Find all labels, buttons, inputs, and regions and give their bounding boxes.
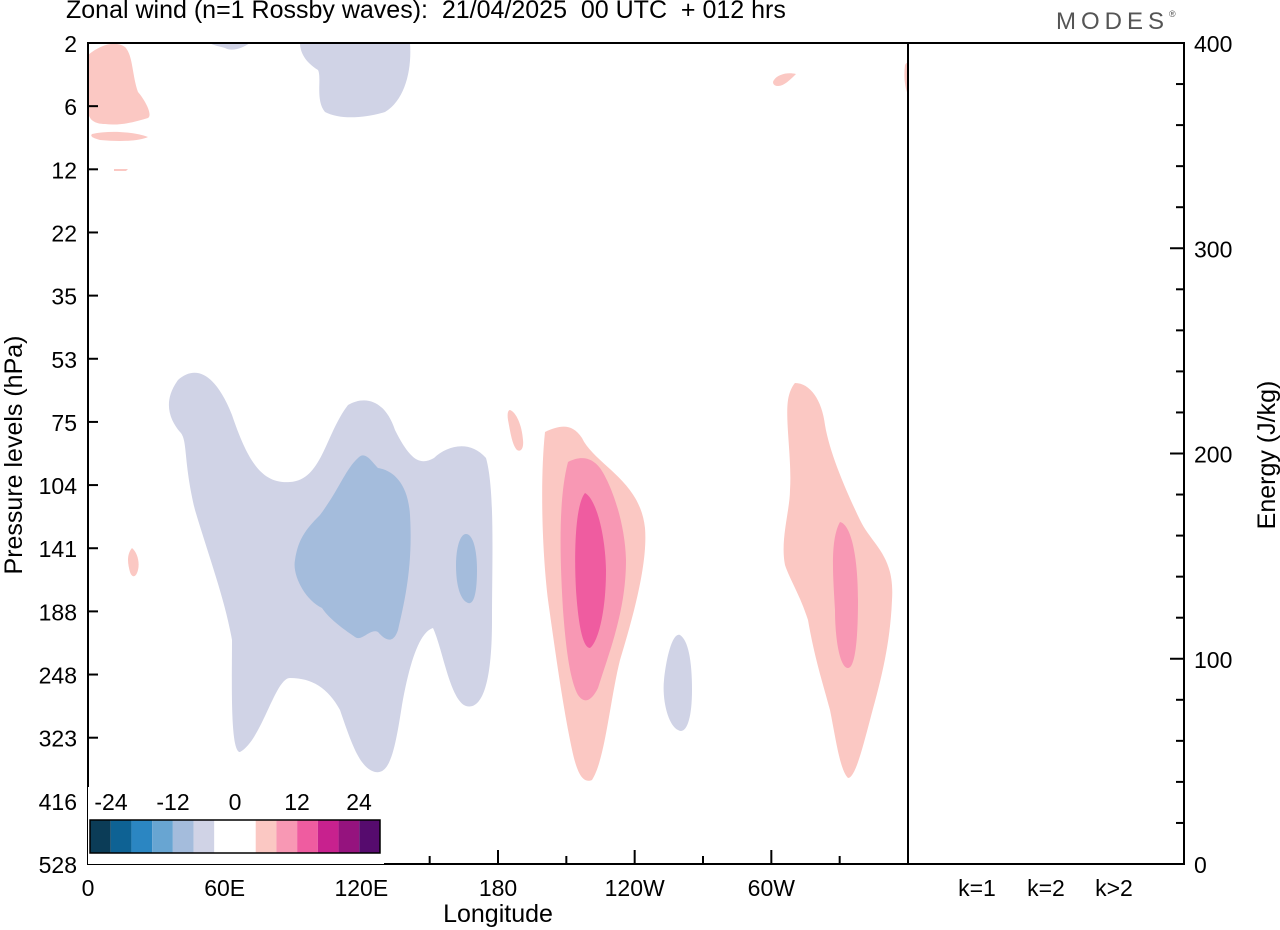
longitude-tick-label: 120E — [334, 875, 388, 901]
colorbar-swatch — [338, 820, 360, 853]
colorbar-label: 12 — [284, 789, 310, 815]
longitude-tick-label: 60W — [748, 875, 796, 901]
energy-tick-label: 0 — [1194, 852, 1207, 878]
colorbar-swatch — [110, 820, 132, 853]
y-axis-label: Pressure levels (hPa) — [0, 336, 28, 575]
contour-negative-light-top — [300, 43, 411, 118]
colorbar-swatch — [255, 820, 277, 853]
wavenumber-labels: k=1 k=2 k>2 — [958, 875, 1133, 901]
longitude-tick-label: 0 — [82, 875, 95, 901]
contour-negative-light-small — [663, 634, 692, 731]
colorbar-swatch — [276, 820, 298, 853]
colorbar: -24 -12 0 12 24 — [88, 787, 384, 864]
modes-logo: MODES® — [1056, 8, 1176, 36]
pressure-tick-label: 104 — [39, 473, 78, 499]
colorbar-swatch — [193, 820, 215, 853]
colorbar-border — [89, 819, 381, 854]
pressure-tick-label: 528 — [39, 852, 77, 878]
colorbar-swatch — [90, 820, 111, 853]
pressure-ticks: 2 6 12 22 35 53 75 104 141 188 248 323 416 528 — [39, 31, 98, 878]
pressure-tick-label: 323 — [39, 726, 77, 752]
wavenumber-label: k=1 — [958, 875, 996, 901]
longitude-tick-label: 60E — [204, 875, 245, 901]
contour-field — [88, 43, 908, 781]
colorbar-label: -24 — [94, 789, 127, 815]
colorbar-swatch — [235, 820, 256, 853]
pressure-tick-label: 12 — [51, 157, 77, 183]
wavenumber-label: k>2 — [1095, 875, 1133, 901]
x-axis-label: Longitude — [443, 900, 553, 928]
contour-negative-medium-small — [456, 534, 477, 604]
pressure-tick-label: 188 — [39, 599, 77, 625]
energy-tick-label: 200 — [1194, 442, 1232, 468]
energy-bar — [1091, 863, 1137, 865]
colorbar-swatch — [131, 820, 153, 853]
colorbar-swatch — [317, 820, 339, 853]
pressure-tick-label: 248 — [39, 663, 77, 689]
contour-negative-medium — [294, 455, 411, 640]
energy-axis-label: Energy (J/kg) — [1253, 381, 1280, 530]
energy-tick-label: 100 — [1194, 647, 1232, 673]
energy-bars — [954, 863, 1137, 865]
longitude-ticks: 0 60E 120E 180 120W 60W — [82, 850, 841, 901]
colorbar-swatch — [214, 820, 235, 853]
pressure-tick-label: 22 — [51, 220, 77, 246]
colorbar-swatch — [359, 820, 380, 853]
brand-text: MODES — [1056, 8, 1170, 35]
plot-frames — [87, 42, 1185, 865]
colorbar-swatch — [152, 820, 173, 853]
colorbar-swatch — [297, 820, 318, 853]
pressure-tick-label: 6 — [64, 94, 77, 120]
pressure-tick-label: 2 — [64, 31, 77, 57]
right-plot-frame — [907, 42, 1185, 865]
chart-title: Zonal wind (n=1 Rossby waves): 21/04/202… — [66, 0, 786, 24]
contour-positive-light-3 — [507, 410, 524, 451]
energy-bar — [1023, 863, 1069, 865]
registered-mark: ® — [1169, 9, 1176, 19]
pressure-tick-label: 35 — [51, 284, 77, 310]
contour-positive-light-top-2 — [91, 131, 148, 141]
longitude-tick-label: 180 — [479, 875, 517, 901]
energy-tick-label: 300 — [1194, 236, 1232, 262]
contour-positive-light-4 — [128, 548, 139, 577]
contour-positive-light-top — [88, 43, 150, 125]
contour-positive-light-top-3 — [773, 73, 796, 86]
contour-positive-light-top-5 — [114, 169, 128, 171]
colorbar-swatch — [172, 820, 194, 853]
pressure-tick-label: 75 — [51, 410, 77, 436]
wavenumber-label: k=2 — [1027, 875, 1065, 901]
pressure-tick-label: 53 — [51, 347, 77, 373]
contour-negative-light-top-2 — [210, 43, 250, 50]
colorbar-label: 0 — [229, 789, 242, 815]
contour-positive-strong-1 — [575, 493, 606, 648]
contour-positive-medium-2 — [832, 522, 858, 668]
energy-tick-label: 400 — [1194, 31, 1232, 57]
energy-bar — [954, 863, 1000, 865]
colorbar-label: -12 — [156, 789, 189, 815]
pressure-tick-label: 416 — [39, 789, 77, 815]
pressure-tick-label: 141 — [39, 536, 77, 562]
longitude-tick-label: 120W — [605, 875, 665, 901]
colorbar-label: 24 — [346, 789, 372, 815]
energy-ticks: 0 100 200 300 400 — [1170, 31, 1232, 878]
